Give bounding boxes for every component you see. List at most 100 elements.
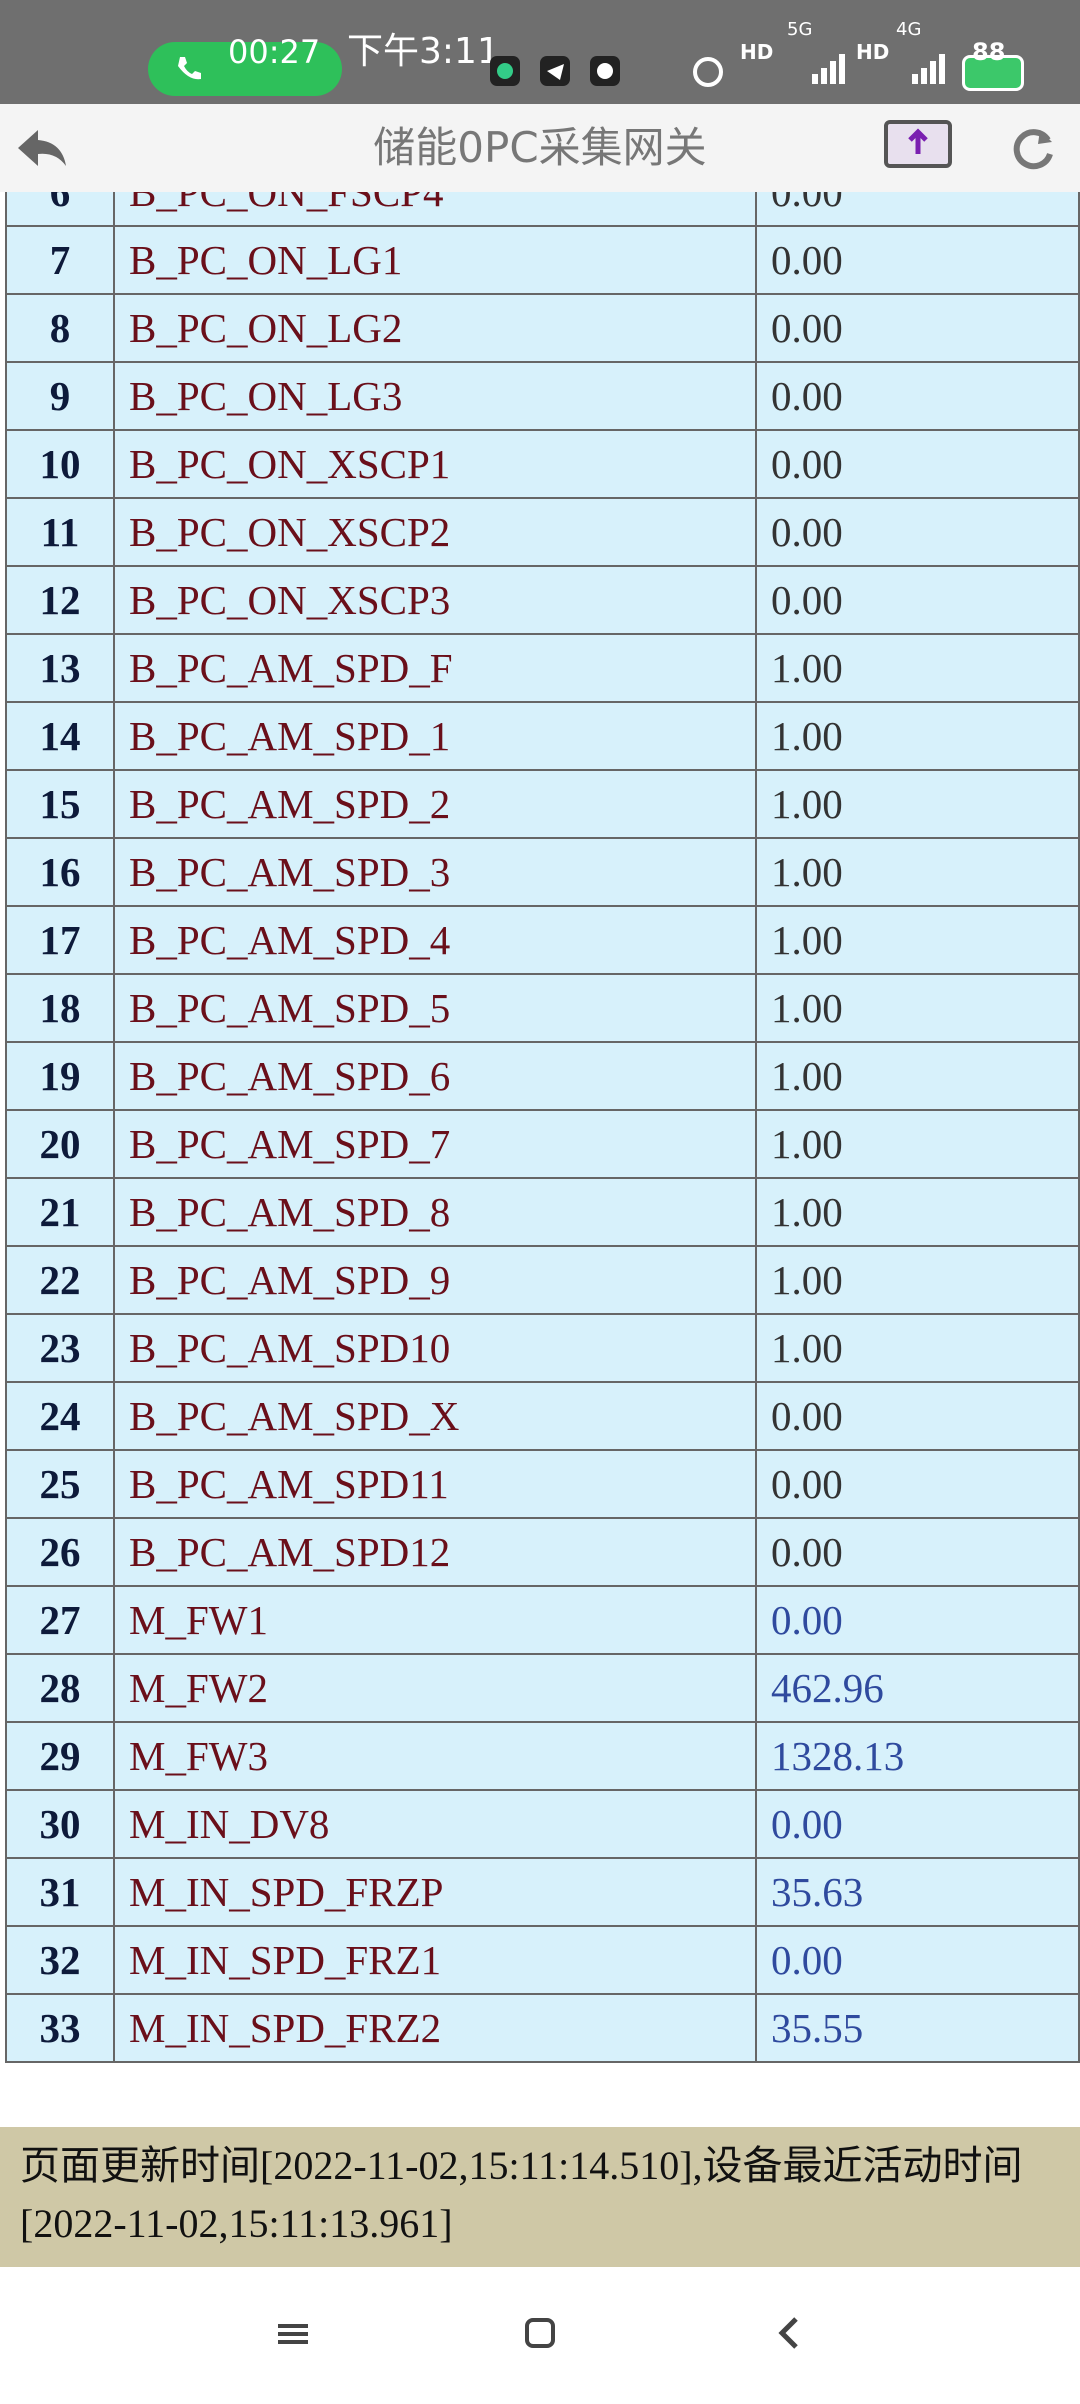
back-nav-button[interactable] [778, 2317, 798, 2349]
table-row: 28 M_FW2 462.96 [5, 1653, 1080, 1723]
point-value: 0.00 [755, 1789, 1080, 1859]
table-row: 21 B_PC_AM_SPD_8 1.00 [5, 1177, 1080, 1247]
phone-icon [178, 57, 201, 80]
table-row: 27 M_FW1 0.00 [5, 1585, 1080, 1655]
row-number: 29 [5, 1721, 115, 1791]
row-number: 33 [5, 1993, 115, 2063]
row-number: 8 [5, 293, 115, 363]
point-name: B_PC_AM_SPD_2 [113, 769, 757, 839]
table-row: 31 M_IN_SPD_FRZP 35.63 [5, 1857, 1080, 1927]
point-name: B_PC_AM_SPD_4 [113, 905, 757, 975]
table-row: 17 B_PC_AM_SPD_4 1.00 [5, 905, 1080, 975]
table-row: 24 B_PC_AM_SPD_X 0.00 [5, 1381, 1080, 1451]
table-row: 13 B_PC_AM_SPD_F 1.00 [5, 633, 1080, 703]
call-pill[interactable] [148, 42, 342, 96]
table-row: 11 B_PC_ON_XSCP2 0.00 [5, 497, 1080, 567]
point-name: B_PC_ON_XSCP2 [113, 497, 757, 567]
point-name: B_PC_AM_SPD_X [113, 1381, 757, 1451]
signal-icon [812, 54, 845, 84]
point-name: B_PC_AM_SPD_7 [113, 1109, 757, 1179]
point-name: B_PC_AM_SPD12 [113, 1517, 757, 1587]
row-number: 19 [5, 1041, 115, 1111]
point-value: 0.00 [755, 429, 1080, 499]
row-number: 22 [5, 1245, 115, 1315]
signal-icon [912, 54, 945, 84]
point-value: 0.00 [755, 225, 1080, 295]
table-row: 9 B_PC_ON_LG3 0.00 [5, 361, 1080, 431]
row-number: 15 [5, 769, 115, 839]
share-button[interactable] [884, 120, 954, 170]
row-number: 30 [5, 1789, 115, 1859]
table-row: 26 B_PC_AM_SPD12 0.00 [5, 1517, 1080, 1587]
refresh-button[interactable] [1010, 126, 1056, 172]
point-name: B_PC_ON_LG2 [113, 293, 757, 363]
call-time: 00:27 [228, 33, 321, 71]
row-number: 23 [5, 1313, 115, 1383]
point-name: B_PC_AM_SPD_9 [113, 1245, 757, 1315]
table-row: 19 B_PC_AM_SPD_6 1.00 [5, 1041, 1080, 1111]
point-value: 1.00 [755, 701, 1080, 771]
point-name: B_PC_ON_LG1 [113, 225, 757, 295]
row-number: 14 [5, 701, 115, 771]
point-value: 1.00 [755, 633, 1080, 703]
back-button[interactable] [14, 126, 68, 170]
navigation-bar [0, 2267, 1080, 2400]
point-value: 1.00 [755, 1245, 1080, 1315]
row-number: 18 [5, 973, 115, 1043]
hd-label: HD [740, 40, 774, 64]
battery-level: 88 [972, 38, 1006, 66]
row-number: 17 [5, 905, 115, 975]
footer-text: 页面更新时间[2022-11-02,15:11:14.510],设备最近活动时间… [20, 2143, 1023, 2246]
point-value: 1.00 [755, 905, 1080, 975]
point-value: 0.00 [755, 497, 1080, 567]
table-row: 25 B_PC_AM_SPD11 0.00 [5, 1449, 1080, 1519]
point-value: 35.63 [755, 1857, 1080, 1927]
table-row: 6 B_PC_ON_FSCP4 0.00 [5, 192, 1080, 227]
table-row: 32 M_IN_SPD_FRZ1 0.00 [5, 1925, 1080, 1995]
table-row: 22 B_PC_AM_SPD_9 1.00 [5, 1245, 1080, 1315]
table-row: 14 B_PC_AM_SPD_1 1.00 [5, 701, 1080, 771]
point-name: M_IN_SPD_FRZ2 [113, 1993, 757, 2063]
battery [962, 55, 1024, 91]
row-number: 16 [5, 837, 115, 907]
alarm-icon [693, 57, 723, 87]
table-row: 15 B_PC_AM_SPD_2 1.00 [5, 769, 1080, 839]
table-row: 10 B_PC_ON_XSCP1 0.00 [5, 429, 1080, 499]
point-name: M_IN_DV8 [113, 1789, 757, 1859]
data-table-view: 6 B_PC_ON_FSCP4 0.00 7 B_PC_ON_LG1 0.00 8 B_PC_… [0, 192, 1080, 2127]
row-number: 31 [5, 1857, 115, 1927]
point-value: 1328.13 [755, 1721, 1080, 1791]
point-value: 0.00 [755, 1517, 1080, 1587]
point-name: B_PC_AM_SPD_8 [113, 1177, 757, 1247]
point-name: B_PC_AM_SPD_F [113, 633, 757, 703]
point-name: M_IN_SPD_FRZ1 [113, 1925, 757, 1995]
point-name: B_PC_AM_SPD_6 [113, 1041, 757, 1111]
point-value: 1.00 [755, 1177, 1080, 1247]
point-value: 462.96 [755, 1653, 1080, 1723]
home-button[interactable] [525, 2318, 555, 2348]
point-value: 0.00 [755, 1585, 1080, 1655]
point-value: 0.00 [755, 1925, 1080, 1995]
point-name: B_PC_AM_SPD11 [113, 1449, 757, 1519]
row-number: 6 [5, 192, 115, 227]
point-name: B_PC_ON_FSCP4 [113, 192, 757, 227]
clock: 下午3:11 [347, 31, 500, 72]
point-name: B_PC_ON_LG3 [113, 361, 757, 431]
point-value: 1.00 [755, 1313, 1080, 1383]
row-number: 27 [5, 1585, 115, 1655]
row-number: 20 [5, 1109, 115, 1179]
point-name: B_PC_AM_SPD10 [113, 1313, 757, 1383]
point-name: M_IN_SPD_FRZP [113, 1857, 757, 1927]
table-row: 12 B_PC_ON_XSCP3 0.00 [5, 565, 1080, 635]
point-value: 0.00 [755, 1381, 1080, 1451]
menu-button[interactable] [278, 2324, 308, 2344]
row-number: 9 [5, 361, 115, 431]
table-row: 30 M_IN_DV8 0.00 [5, 1789, 1080, 1859]
point-value: 35.55 [755, 1993, 1080, 2063]
point-name: M_FW1 [113, 1585, 757, 1655]
row-number: 11 [5, 497, 115, 567]
point-value: 0.00 [755, 293, 1080, 363]
point-name: B_PC_ON_XSCP1 [113, 429, 757, 499]
network-label: 5G [787, 19, 813, 40]
row-number: 21 [5, 1177, 115, 1247]
